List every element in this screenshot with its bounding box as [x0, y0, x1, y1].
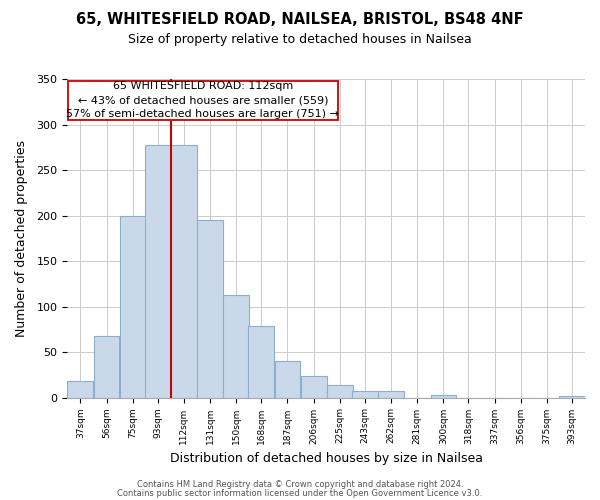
Text: 65 WHITESFIELD ROAD: 112sqm
← 43% of detached houses are smaller (559)
57% of se: 65 WHITESFIELD ROAD: 112sqm ← 43% of det…	[67, 82, 339, 120]
Bar	[352, 391, 377, 398]
Bar	[301, 376, 326, 398]
Bar	[145, 146, 170, 398]
Bar	[171, 144, 197, 398]
Text: 65, WHITESFIELD ROAD, NAILSEA, BRISTOL, BS48 4NF: 65, WHITESFIELD ROAD, NAILSEA, BRISTOL, …	[76, 12, 524, 28]
Text: Size of property relative to detached houses in Nailsea: Size of property relative to detached ho…	[128, 32, 472, 46]
Y-axis label: Number of detached properties: Number of detached properties	[15, 140, 28, 337]
Bar	[327, 385, 353, 398]
Text: Contains public sector information licensed under the Open Government Licence v3: Contains public sector information licen…	[118, 488, 482, 498]
Bar	[197, 220, 223, 398]
X-axis label: Distribution of detached houses by size in Nailsea: Distribution of detached houses by size …	[170, 452, 482, 465]
Bar	[120, 216, 146, 398]
Bar	[223, 294, 249, 398]
Bar	[94, 336, 119, 398]
Bar	[431, 395, 457, 398]
Bar	[275, 361, 301, 398]
Text: Contains HM Land Registry data © Crown copyright and database right 2024.: Contains HM Land Registry data © Crown c…	[137, 480, 463, 489]
Bar	[248, 326, 274, 398]
Bar	[67, 381, 93, 398]
Bar	[559, 396, 585, 398]
FancyBboxPatch shape	[68, 81, 338, 120]
Bar	[378, 391, 404, 398]
